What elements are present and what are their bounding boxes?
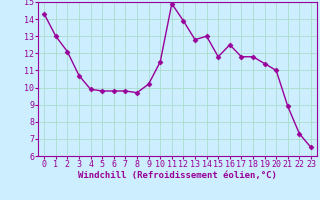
X-axis label: Windchill (Refroidissement éolien,°C): Windchill (Refroidissement éolien,°C) [78,171,277,180]
